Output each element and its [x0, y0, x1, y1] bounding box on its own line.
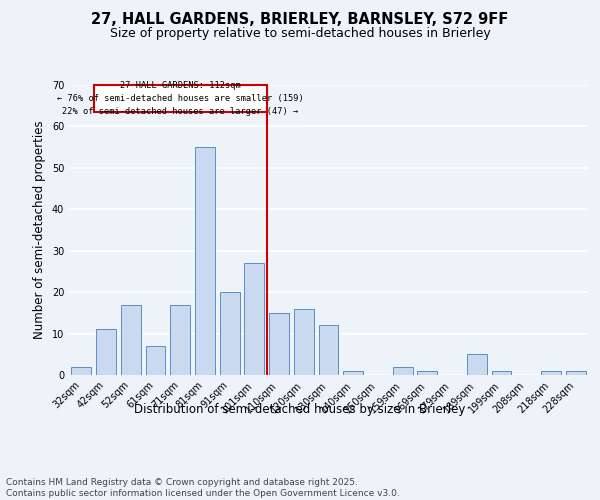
Text: Size of property relative to semi-detached houses in Brierley: Size of property relative to semi-detach…: [110, 28, 490, 40]
Bar: [121, 304, 140, 375]
Bar: [393, 366, 413, 375]
Y-axis label: Number of semi-detached properties: Number of semi-detached properties: [33, 120, 46, 340]
Bar: [418, 371, 437, 375]
FancyBboxPatch shape: [94, 85, 267, 112]
Bar: [195, 147, 215, 375]
Bar: [343, 371, 363, 375]
Bar: [541, 371, 561, 375]
Text: Contains HM Land Registry data © Crown copyright and database right 2025.
Contai: Contains HM Land Registry data © Crown c…: [6, 478, 400, 498]
Text: 27, HALL GARDENS, BRIERLEY, BARNSLEY, S72 9FF: 27, HALL GARDENS, BRIERLEY, BARNSLEY, S7…: [91, 12, 509, 28]
Bar: [566, 371, 586, 375]
Bar: [491, 371, 511, 375]
Text: 27 HALL GARDENS: 112sqm
← 76% of semi-detached houses are smaller (159)
22% of s: 27 HALL GARDENS: 112sqm ← 76% of semi-de…: [57, 81, 304, 116]
Bar: [269, 313, 289, 375]
Bar: [96, 330, 116, 375]
Bar: [244, 263, 264, 375]
Bar: [170, 304, 190, 375]
Bar: [294, 308, 314, 375]
Bar: [71, 366, 91, 375]
Text: Distribution of semi-detached houses by size in Brierley: Distribution of semi-detached houses by …: [134, 402, 466, 415]
Bar: [146, 346, 166, 375]
Bar: [319, 326, 338, 375]
Bar: [220, 292, 239, 375]
Bar: [467, 354, 487, 375]
